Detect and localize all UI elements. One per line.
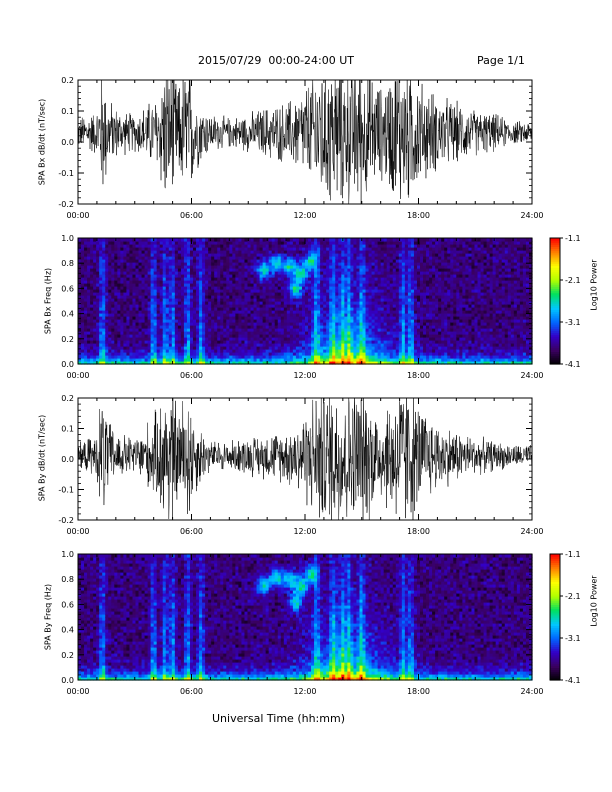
panel-2-ytick-label: 0.2 [61, 335, 74, 344]
panel-2-ytick-label: 0.8 [61, 259, 74, 268]
colorbar-2-label: Log10 Power [589, 575, 599, 627]
panel-3-ytick-label: 0.0 [61, 455, 74, 464]
xaxis-title: Universal Time (hh:mm) [212, 712, 345, 725]
panel-3-xtick-label: 24:00 [520, 527, 543, 536]
panel-1-xtick-label: 18:00 [407, 211, 430, 220]
panel-2-xtick-label: 24:00 [520, 371, 543, 380]
panel-1-ytick-label: -0.1 [58, 169, 74, 178]
panel-2-ytick-label: 0.0 [61, 360, 74, 369]
panel-1-ytick-label: 0.1 [61, 107, 74, 116]
panel-1-axes: 00:00 06:00 12:00 18:00 24:00 -0.2 -0.1 0.0 0.1 0… [58, 76, 543, 220]
colorbar-tick-label: -1.1 [565, 550, 581, 559]
panel-3-ytick-label: 0.1 [61, 425, 74, 434]
panel-4-xtick-label: 24:00 [520, 687, 543, 696]
panel-3-xtick-label: 12:00 [293, 527, 316, 536]
panel-3-ytick-label: -0.2 [58, 516, 74, 525]
panel-1-xtick-label: 00:00 [66, 211, 89, 220]
panel-3-ytick-label: 0.2 [61, 394, 74, 403]
colorbar-tick-label: -1.1 [565, 234, 581, 243]
panel-4-ytick-label: 1.0 [61, 550, 74, 559]
panel-2-axes: 00:00 06:00 12:00 18:00 24:00 0.0 0.2 0.4 0.6 0.8… [61, 234, 543, 380]
panel-4-ytick-label: 0.4 [61, 626, 74, 635]
panel-2-colorbar: -1.1 -2.1 -3.1 -4.1 [549, 234, 581, 369]
panel-4-ytick-label: 0.0 [61, 676, 74, 685]
panel-2-ytick-label: 0.6 [61, 284, 74, 293]
panel-3-axes: 00:00 06:00 12:00 18:00 24:00 -0.2 -0.1 0.0 0.1 0… [58, 394, 543, 536]
panel-2-xtick-label: 12:00 [293, 371, 316, 380]
colorbar-tick-label: -4.1 [565, 676, 581, 685]
colorbar-1-label: Log10 Power [589, 259, 599, 311]
panel-4-axes: 00:00 06:00 12:00 18:00 24:00 0.0 0.2 0.4 0.6 0.8… [61, 550, 543, 696]
panel-3-ylabel: SPA By dB/dt (nT/sec) [37, 414, 47, 502]
colorbar-tick-label: -2.1 [565, 592, 581, 601]
panel-3-trace [77, 397, 533, 521]
panel-4-colorbar: -1.1 -2.1 -3.1 -4.1 [549, 550, 581, 685]
panel-2-ytick-label: 0.4 [61, 310, 74, 319]
panel-1-trace [77, 79, 533, 205]
colorbar-tick-label: -2.1 [565, 276, 581, 285]
panel-4-ylabel: SPA By Freq (Hz) [43, 583, 53, 651]
panel-2-spectrogram [78, 238, 533, 365]
panel-4-xtick-label: 00:00 [66, 687, 89, 696]
panel-1-xtick-label: 24:00 [520, 211, 543, 220]
panel-2-ytick-label: 1.0 [61, 234, 74, 243]
colorbar-tick-label: -3.1 [565, 318, 581, 327]
panel-4-ytick-label: 0.8 [61, 575, 74, 584]
page-title: 2015/07/29 00:00-24:00 UT [197, 54, 355, 67]
panel-2-xtick-label: 06:00 [180, 371, 203, 380]
panel-1-ytick-label: 0.2 [61, 76, 74, 85]
panel-4-ytick-label: 0.2 [61, 651, 74, 660]
panel-2-xtick-label: 00:00 [66, 371, 89, 380]
panel-3-ytick-label: -0.1 [58, 486, 74, 495]
page-number: Page 1/1 [477, 54, 525, 67]
panel-3-xtick-label: 06:00 [180, 527, 203, 536]
panel-4-xtick-label: 12:00 [293, 687, 316, 696]
panel-3-xtick-label: 00:00 [66, 527, 89, 536]
colorbar-tick-label: -4.1 [565, 360, 581, 369]
panel-4-xtick-label: 06:00 [180, 687, 203, 696]
panel-1-xtick-label: 06:00 [180, 211, 203, 220]
panel-2-xtick-label: 18:00 [407, 371, 430, 380]
panel-3-xtick-label: 18:00 [407, 527, 430, 536]
panel-4-xtick-label: 18:00 [407, 687, 430, 696]
panel-1-ytick-label: -0.2 [58, 200, 74, 209]
panel-4-spectrogram [78, 554, 533, 681]
panel-1-ytick-label: 0.0 [61, 138, 74, 147]
colorbar-tick-label: -3.1 [565, 634, 581, 643]
panel-2-ylabel: SPA Bx Freq (Hz) [43, 267, 53, 335]
panel-1-ylabel: SPA Bx dB/dt (nT/sec) [37, 98, 47, 186]
panel-4-ytick-label: 0.6 [61, 600, 74, 609]
panel-1-xtick-label: 12:00 [293, 211, 316, 220]
